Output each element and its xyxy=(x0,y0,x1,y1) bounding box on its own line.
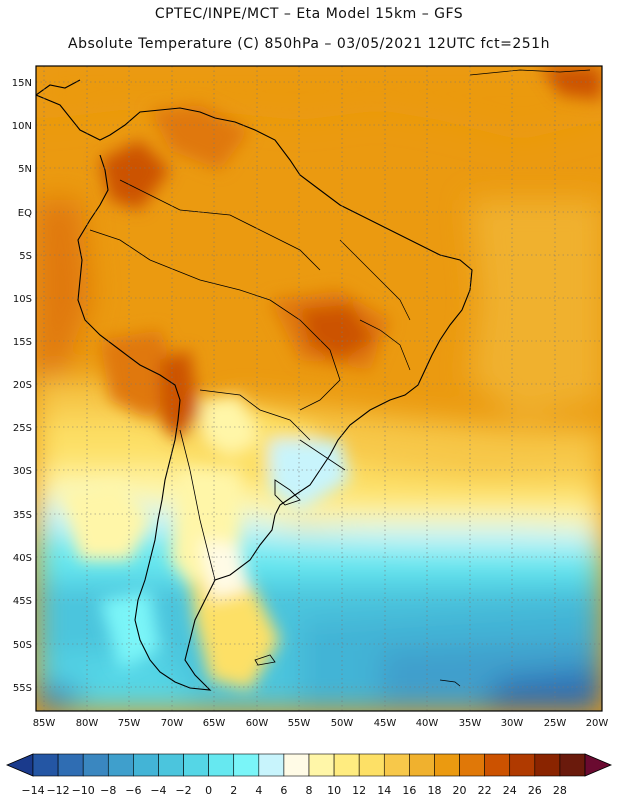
lon-tick-label: 80W xyxy=(76,718,99,729)
lat-tick-label: EQ xyxy=(18,208,32,219)
colorbar-label: 6 xyxy=(280,784,287,797)
colorbar-label: 18 xyxy=(427,784,441,797)
colorbar-under-triangle xyxy=(5,753,34,777)
lat-tick-label: 5S xyxy=(19,251,32,262)
colorbar-label: −2 xyxy=(175,784,191,797)
colorbar-swatch xyxy=(534,753,561,777)
colorbar-label: 0 xyxy=(205,784,212,797)
colorbar-swatch xyxy=(333,753,360,777)
colorbar-label: 8 xyxy=(306,784,313,797)
colorbar-swatch xyxy=(32,753,59,777)
colorbar-swatch xyxy=(383,753,410,777)
colorbar-swatch xyxy=(509,753,536,777)
lat-tick-label: 20S xyxy=(13,380,32,391)
lon-tick-label: 75W xyxy=(118,718,141,729)
lon-tick-label: 25W xyxy=(544,718,567,729)
colorbar-label: 12 xyxy=(352,784,366,797)
lon-tick-label: 70W xyxy=(161,718,184,729)
colorbar-swatch xyxy=(484,753,511,777)
colorbar-swatch xyxy=(183,753,209,777)
colorbar-swatch xyxy=(57,753,84,777)
colorbar-swatch xyxy=(208,753,235,777)
colorbar-swatch xyxy=(82,753,109,777)
lon-tick-label: 45W xyxy=(374,718,397,729)
lon-tick-label: 60W xyxy=(246,718,269,729)
colorbar-labels: −14 −12 −10 −8 −6 −4 −2 0 2 4 6 8 10 12 14 16 18 20 22 24 26… xyxy=(21,784,567,797)
lat-tick-label: 25S xyxy=(13,423,32,434)
lat-tick-label: 55S xyxy=(13,683,32,694)
colorbar-swatch xyxy=(434,753,460,777)
colorbar-label: 16 xyxy=(402,784,416,797)
colorbar-label: 20 xyxy=(453,784,467,797)
colorbar-label: 22 xyxy=(478,784,492,797)
lat-tick-label: 40S xyxy=(13,553,32,564)
colorbar-label: −4 xyxy=(150,784,166,797)
colorbar-label: 28 xyxy=(553,784,567,797)
latitude-axis: 15N 10N 5N EQ 5S 10S 15S 20S 25S 30S 35S… xyxy=(12,78,32,694)
colorbar-label: −14 xyxy=(21,784,44,797)
lon-tick-label: 55W xyxy=(288,718,311,729)
lon-tick-label: 50W xyxy=(331,718,354,729)
colorbar-label: −6 xyxy=(125,784,141,797)
temperature-field xyxy=(36,66,602,711)
colorbar-swatch xyxy=(459,753,485,777)
map-title-line1: CPTEC/INPE/MCT – Eta Model 15km – GFS xyxy=(154,6,464,22)
lat-tick-label: 50S xyxy=(13,640,32,651)
colorbar-label: 10 xyxy=(327,784,341,797)
colorbar-swatch xyxy=(409,753,435,777)
colorbar-label: −12 xyxy=(46,784,69,797)
longitude-axis: 85W 80W 75W 70W 65W 60W 55W 50W 45W 40W … xyxy=(33,718,609,729)
colorbar-swatch xyxy=(158,753,184,777)
colorbar-swatch xyxy=(283,753,310,777)
colorbar-swatch xyxy=(258,753,285,777)
lon-tick-label: 20W xyxy=(586,718,609,729)
colorbar-swatch xyxy=(233,753,260,777)
lon-tick-label: 35W xyxy=(459,718,482,729)
colorbar-label: 14 xyxy=(377,784,391,797)
lon-tick-label: 65W xyxy=(203,718,226,729)
colorbar-label: 24 xyxy=(503,784,517,797)
colorbar-label: −10 xyxy=(72,784,95,797)
colorbar-label: 26 xyxy=(528,784,542,797)
lat-tick-label: 30S xyxy=(13,466,32,477)
lat-tick-label: 10S xyxy=(13,294,32,305)
lon-tick-label: 30W xyxy=(501,718,524,729)
colorbar-label: 4 xyxy=(255,784,262,797)
temperature-colorbar xyxy=(5,753,613,777)
coastlines xyxy=(36,69,591,691)
lat-tick-label: 35S xyxy=(13,510,32,521)
colorbar-swatch xyxy=(308,753,335,777)
colorbar-label: −8 xyxy=(100,784,116,797)
colorbar-swatch xyxy=(133,753,159,777)
colorbar-swatch xyxy=(358,753,385,777)
lat-tick-label: 5N xyxy=(18,164,32,175)
lat-tick-label: 15S xyxy=(13,337,32,348)
map-title-line2: Absolute Temperature (C) 850hPa – 03/05/… xyxy=(68,36,550,52)
lon-tick-label: 40W xyxy=(416,718,439,729)
colorbar-swatch xyxy=(559,753,586,777)
lat-tick-label: 15N xyxy=(12,78,32,89)
colorbar-over-triangle xyxy=(584,753,613,777)
colorbar-label: 2 xyxy=(230,784,237,797)
colorbar-swatch xyxy=(107,753,134,777)
lat-tick-label: 10N xyxy=(12,121,32,132)
lon-tick-label: 85W xyxy=(33,718,56,729)
lat-tick-label: 45S xyxy=(13,596,32,607)
map-frame xyxy=(35,65,603,712)
